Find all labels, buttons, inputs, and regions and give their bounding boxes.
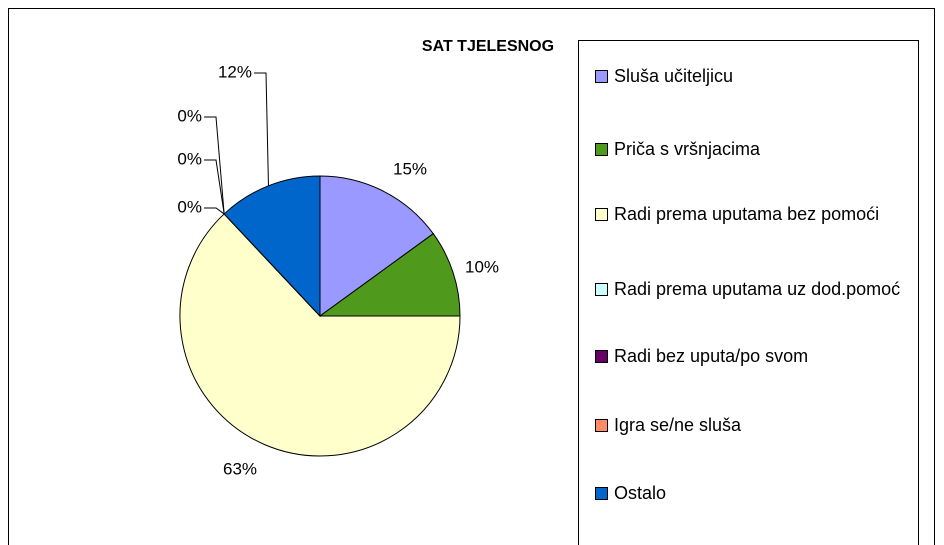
legend: Sluša učiteljicu Priča s vršnjacima Radi p… xyxy=(578,40,919,545)
pie-slice xyxy=(318,233,461,317)
legend-entry: Radi bez uputa/po svom xyxy=(595,341,915,371)
legend-entry: Ostalo xyxy=(595,478,915,508)
chart-title: SAT TJELESNOG xyxy=(422,38,554,55)
data-label: 0% xyxy=(177,197,202,216)
legend-label: Radi bez uputa/po svom xyxy=(614,346,809,366)
legend-swatch xyxy=(595,350,608,363)
leader-line xyxy=(204,159,225,215)
data-label: 0% xyxy=(177,149,202,168)
leader-line xyxy=(254,72,269,186)
pie-slice xyxy=(223,175,321,318)
legend-swatch xyxy=(595,143,608,156)
legend-swatch xyxy=(595,419,608,432)
legend-entry: Priča s vršnjacima xyxy=(595,134,915,164)
leader-line xyxy=(204,207,225,215)
legend-swatch xyxy=(595,70,608,83)
data-label: 12% xyxy=(218,62,252,81)
legend-swatch xyxy=(595,283,608,296)
pie-slice xyxy=(319,175,434,317)
legend-label: Sluša učiteljicu xyxy=(614,66,734,86)
legend-entry: Igra se/ne sluša xyxy=(595,410,915,440)
legend-label: Ostalo xyxy=(614,483,667,503)
legend-entry: Radi prema uputama uz dod.pomoć xyxy=(595,274,915,304)
legend-entry: Sluša učiteljicu xyxy=(595,61,915,91)
data-label: 0% xyxy=(177,106,202,125)
legend-swatch xyxy=(595,208,608,221)
legend-label: Radi prema uputama uz dod.pomoć xyxy=(614,279,901,299)
legend-entry: Radi prema uputama bez pomoći xyxy=(595,199,915,229)
data-label: 63% xyxy=(223,459,257,478)
legend-label: Igra se/ne sluša xyxy=(614,415,742,435)
data-label: 15% xyxy=(393,159,427,178)
legend-label: Priča s vršnjacima xyxy=(614,139,761,159)
legend-label: Radi prema uputama bez pomoći xyxy=(614,204,880,224)
data-label: 10% xyxy=(465,257,499,276)
legend-swatch xyxy=(595,487,608,500)
leader-line xyxy=(204,116,225,214)
pie-slice xyxy=(179,213,461,457)
